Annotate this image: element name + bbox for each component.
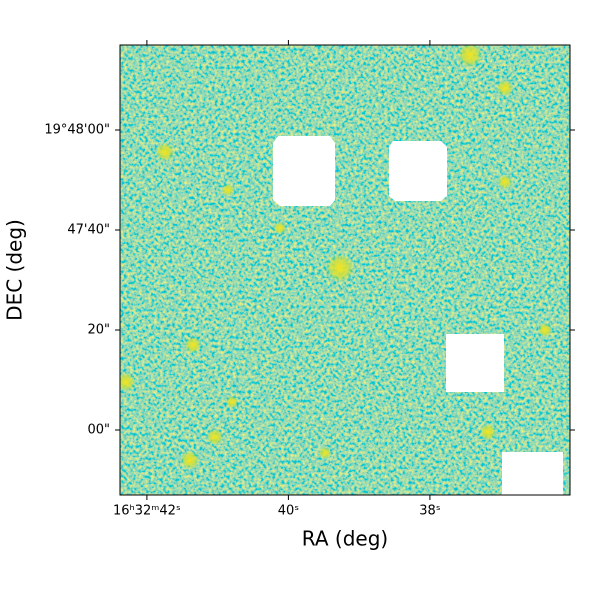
x-axis-title: RA (deg) xyxy=(302,527,388,551)
x-tick-label: 16ʰ32ᵐ42ˢ xyxy=(113,504,181,519)
y-tick-label: 19°48'00" xyxy=(44,123,110,138)
y-tick-label: 20" xyxy=(87,323,110,338)
x-tick-label: 40ˢ xyxy=(278,504,300,519)
plot-frame xyxy=(119,44,571,496)
y-tick-label: 47'40" xyxy=(67,223,110,238)
image xyxy=(120,45,570,495)
y-axis-title: DEC (deg) xyxy=(3,219,27,321)
ticks: 16ʰ32ᵐ42ˢ 40ˢ 38ˢ 19°48'00" 47'40" 20" 00" xyxy=(44,40,575,519)
sources xyxy=(120,45,552,469)
masks xyxy=(273,136,563,495)
x-tick-label: 38ˢ xyxy=(419,504,441,519)
y-tick-label: 00" xyxy=(87,423,110,438)
